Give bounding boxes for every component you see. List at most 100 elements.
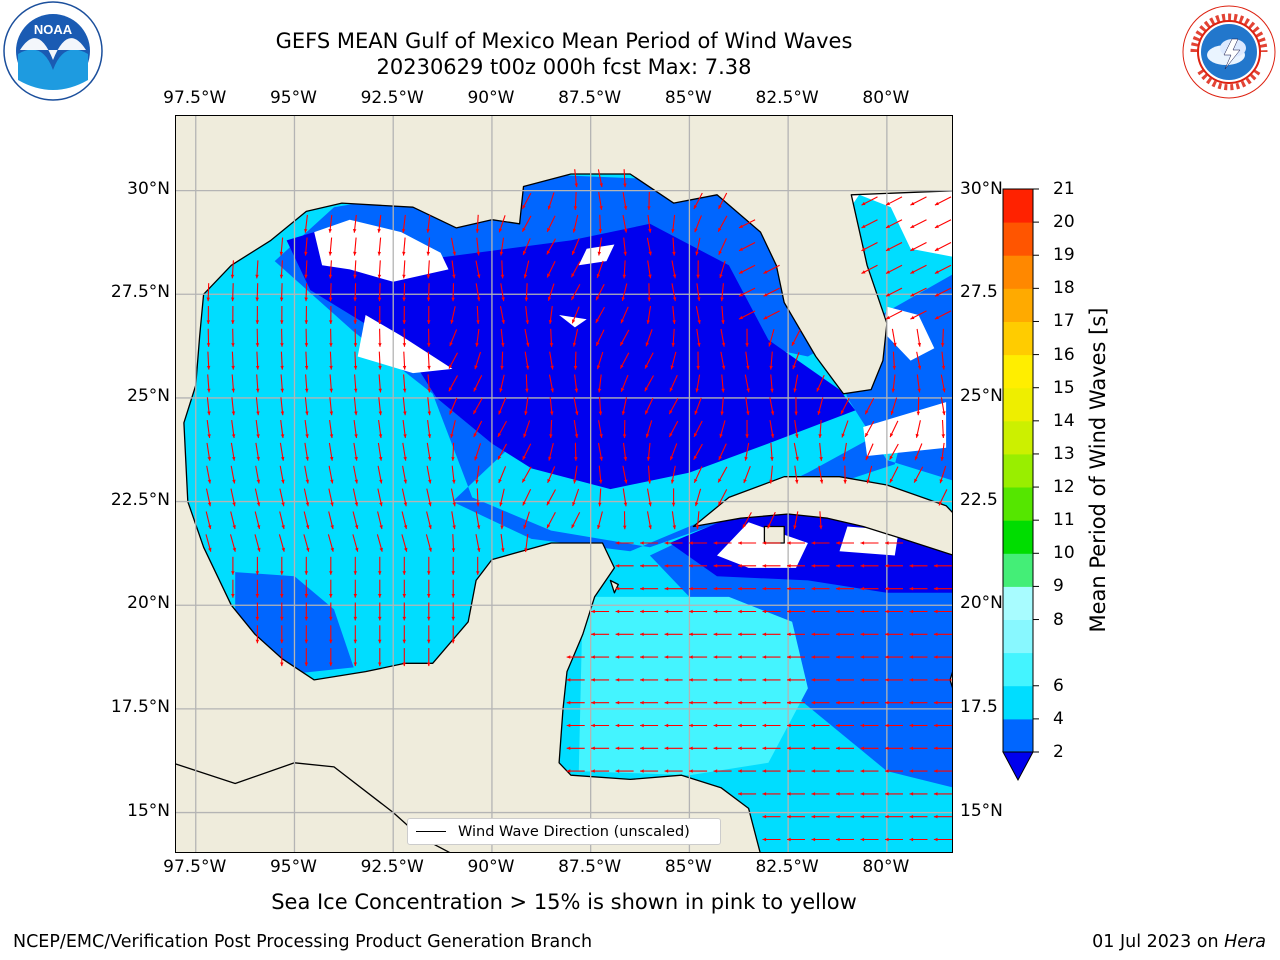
wave-direction-arrow <box>914 443 923 461</box>
wave-direction-arrow <box>450 420 456 438</box>
wave-direction-arrow <box>598 488 602 507</box>
wave-direction-arrow <box>885 242 903 252</box>
wave-direction-arrow <box>499 374 505 393</box>
lon-label-bottom: 97.5°W <box>163 857 227 877</box>
wave-direction-arrow <box>738 792 757 796</box>
wave-direction-arrow <box>696 328 701 347</box>
colorbar-label: Mean Period of Wind Waves [s] <box>1086 307 1110 633</box>
footer-date: 01 Jul 2023 on Hera <box>1092 932 1266 952</box>
no-data-pocket-9 <box>839 526 899 556</box>
wave-direction-arrow <box>794 465 799 484</box>
lon-label-top: 92.5°W <box>360 88 424 108</box>
wave-direction-arrow <box>745 328 749 347</box>
wave-direction-arrow <box>891 328 897 347</box>
wave-direction-arrow <box>689 609 708 614</box>
wave-direction-arrow <box>402 397 407 416</box>
wave-direction-arrow <box>498 466 507 484</box>
wave-direction-arrow <box>328 283 333 302</box>
wave-direction-arrow <box>811 541 830 545</box>
wave-direction-arrow <box>841 420 849 438</box>
wave-direction-arrow <box>934 264 952 274</box>
wave-direction-arrow <box>549 328 554 347</box>
wave-direction-arrow <box>910 287 927 297</box>
lon-label-top: 82.5°W <box>755 88 819 108</box>
wave-direction-arrow <box>231 420 236 439</box>
wave-direction-arrow <box>646 442 651 461</box>
colorbar-segment <box>1003 453 1033 488</box>
wave-direction-arrow <box>619 352 630 369</box>
colorbar-segment <box>1003 487 1033 521</box>
wave-direction-arrow <box>427 397 431 416</box>
wave-direction-arrow <box>843 465 847 484</box>
wave-direction-arrow <box>402 579 406 598</box>
wave-direction-arrow <box>713 632 732 636</box>
wave-direction-arrow <box>451 283 455 302</box>
wave-direction-arrow <box>329 602 333 621</box>
wave-direction-arrow <box>548 442 554 461</box>
wave-direction-arrow <box>836 678 854 682</box>
wave-direction-arrow <box>573 420 579 438</box>
wave-direction-arrow <box>695 306 701 324</box>
colorbar-segment <box>1003 288 1033 322</box>
wave-direction-arrow <box>622 419 627 439</box>
wave-direction-arrow <box>640 586 659 591</box>
lon-label-bottom: 92.5°W <box>360 857 424 877</box>
wave-direction-arrow <box>621 283 628 302</box>
wave-direction-arrow <box>548 374 554 393</box>
land-isle-of-youth <box>763 525 785 544</box>
wave-direction-arrow <box>934 196 952 206</box>
lon-label-top: 95°W <box>269 88 317 108</box>
wave-direction-arrow <box>573 191 578 211</box>
wave-direction-arrow <box>231 397 236 416</box>
wave-direction-arrow <box>889 466 899 483</box>
wave-direction-arrow <box>621 397 628 416</box>
wave-direction-arrow <box>622 214 628 233</box>
colorbar-tick-label: 2 <box>1053 742 1064 762</box>
wave-direction-arrow <box>426 283 431 302</box>
wave-direction-arrow <box>916 351 922 370</box>
wave-direction-arrow <box>769 397 775 416</box>
wave-direction-arrow <box>787 746 805 750</box>
wave-direction-arrow <box>811 609 830 614</box>
wave-direction-arrow <box>713 678 732 682</box>
wave-direction-arrow <box>910 242 927 252</box>
wave-direction-arrow <box>279 260 284 279</box>
wave-direction-arrow <box>721 374 725 393</box>
lon-label-bottom: 85°W <box>664 857 712 877</box>
wave-direction-arrow <box>591 769 610 773</box>
wave-direction-arrow <box>811 632 830 636</box>
wave-direction-arrow <box>378 374 382 393</box>
colorbar-segment <box>1003 321 1033 356</box>
wave-direction-arrow <box>623 169 627 188</box>
wave-direction-arrow <box>910 196 927 206</box>
wave-direction-arrow <box>640 700 659 705</box>
wave-direction-arrow <box>745 397 750 416</box>
wave-direction-arrow <box>910 219 927 229</box>
wave-direction-arrow <box>762 746 781 750</box>
wave-direction-arrow <box>500 328 505 347</box>
wave-direction-arrow <box>402 374 407 393</box>
wave-direction-arrow <box>500 283 505 302</box>
wave-direction-arrow <box>573 465 578 484</box>
wave-direction-arrow <box>885 792 903 796</box>
colorbar-tick-label: 21 <box>1053 179 1075 199</box>
wave-direction-arrow <box>668 398 679 415</box>
wave-direction-arrow <box>205 511 212 530</box>
wave-direction-arrow <box>745 419 749 439</box>
wave-direction-arrow <box>546 261 556 278</box>
wave-direction-arrow <box>521 192 532 210</box>
wave-direction-arrow <box>842 442 847 461</box>
wave-direction-arrow <box>933 564 952 568</box>
wave-direction-arrow <box>861 242 878 252</box>
wave-direction-arrow <box>738 586 757 591</box>
wave-direction-arrow <box>523 511 530 529</box>
colorbar-segment <box>1003 586 1033 620</box>
wave-direction-arrow <box>598 192 603 210</box>
wave-direction-arrow <box>548 306 553 324</box>
wave-direction-arrow <box>205 488 212 507</box>
wave-direction-arrow <box>206 351 211 370</box>
wave-direction-arrow <box>426 488 432 507</box>
wave-direction-arrow <box>205 534 212 552</box>
wave-direction-arrow <box>762 792 781 796</box>
wave-direction-arrow <box>522 489 532 506</box>
